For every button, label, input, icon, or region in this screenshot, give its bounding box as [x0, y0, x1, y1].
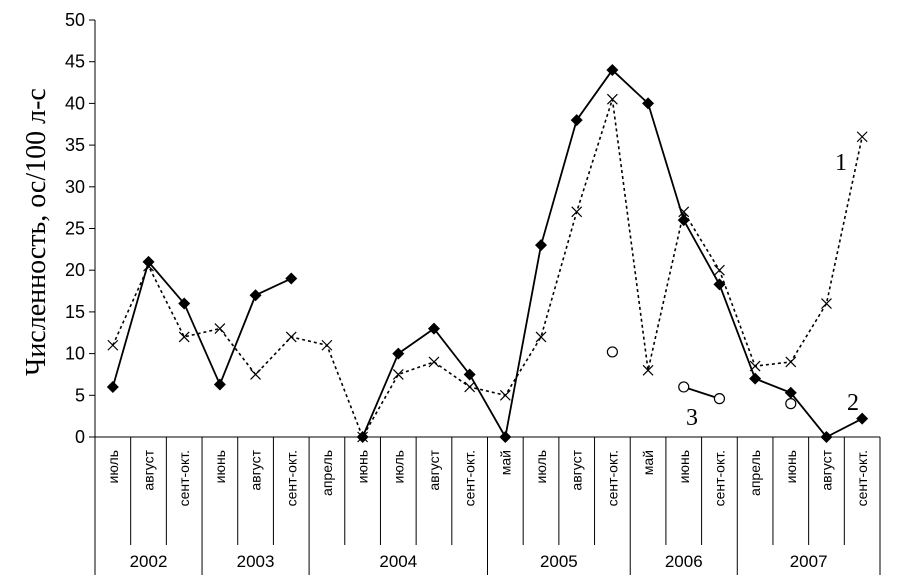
y-axis-label: Численность, ос/100 л-с: [21, 88, 52, 376]
data-point: [428, 356, 440, 368]
data-point: [250, 369, 261, 380]
x-tick-label: апрель: [747, 450, 763, 496]
y-tick-label: 20: [65, 260, 85, 280]
x-tick-label: июнь: [783, 450, 799, 483]
data-point: [571, 206, 583, 218]
data-point: [606, 346, 618, 358]
year-label: 2004: [379, 552, 417, 571]
x-tick-label: июль: [533, 450, 549, 483]
series-line: [111, 260, 292, 388]
x-tick-label: сент-окт.: [854, 450, 870, 506]
x-tick-label: июнь: [355, 450, 371, 483]
data-point: [463, 368, 476, 381]
x-tick-label: июль: [105, 450, 121, 483]
year-label: 2006: [665, 552, 703, 571]
data-point: [714, 264, 725, 276]
x-tick-label: сент-окт.: [462, 450, 478, 506]
data-point: [214, 323, 226, 335]
x-tick-label: апрель: [319, 450, 335, 496]
data-point: [464, 381, 476, 393]
data-point: [713, 278, 726, 291]
annotations: 1 2 3: [686, 150, 859, 431]
y-tick-label: 10: [65, 344, 85, 364]
x-tick-label: сент-окт.: [176, 450, 192, 506]
data-point: [535, 331, 547, 343]
data-point: [142, 255, 155, 268]
data-point: [249, 289, 262, 302]
series-label-3: 3: [686, 405, 698, 431]
data-point: [820, 431, 833, 443]
data-point: [392, 369, 404, 380]
data-point: [606, 64, 619, 77]
series-line: [683, 386, 720, 400]
x-tick-label: август: [818, 449, 834, 490]
y-tick-label: 5: [75, 385, 85, 405]
y-tick-label: 35: [65, 135, 85, 155]
x-tick-label: июль: [390, 450, 406, 483]
data-point: [499, 431, 512, 443]
x-tick-label: август: [248, 449, 264, 490]
y-tick-label: 50: [65, 10, 85, 30]
data-point: [285, 331, 297, 343]
data-point: [392, 347, 405, 360]
y-tick-label: 45: [65, 52, 85, 72]
x-axis: июль август сент-окт. июнь август сент-окт. ап…: [94, 436, 881, 575]
data-point: [178, 297, 191, 310]
y-axis: 0 5 10 15 20 25 30 35 40 45 50: [65, 10, 96, 447]
x-tick-label: август: [141, 449, 157, 490]
data-point: [713, 393, 726, 405]
data-point: [178, 331, 190, 343]
series-line: [361, 68, 863, 440]
x-tick-label: сент-окт.: [604, 450, 620, 506]
year-label: 2003: [237, 552, 275, 571]
data-point: [213, 378, 226, 391]
series-3: [606, 346, 797, 410]
series-1: [107, 93, 868, 443]
y-tick-label: 25: [65, 219, 85, 239]
data-point: [784, 386, 797, 399]
data-point: [821, 298, 832, 309]
x-tick-label: сент-окт.: [711, 450, 727, 506]
data-point: [570, 114, 583, 127]
series-2: [106, 64, 869, 443]
y-tick-label: 15: [65, 302, 85, 322]
x-tick-label: июнь: [676, 450, 692, 483]
series-layer: [106, 64, 869, 443]
x-tick-label: август: [569, 449, 585, 490]
year-label: 2002: [130, 552, 168, 571]
data-point: [107, 339, 119, 351]
data-point: [356, 431, 369, 443]
data-point: [535, 239, 548, 252]
year-label: 2007: [790, 552, 828, 571]
data-point: [321, 339, 333, 351]
data-point: [785, 356, 797, 368]
data-point: [749, 372, 762, 385]
series-line: [112, 98, 863, 439]
data-point: [678, 381, 690, 393]
data-point: [499, 389, 511, 401]
series-label-2: 2: [847, 390, 859, 416]
x-tick-label: июнь: [212, 450, 228, 483]
data-point: [106, 380, 119, 393]
x-tick-label: август: [426, 449, 442, 490]
data-point: [856, 412, 869, 425]
data-point: [677, 214, 690, 227]
data-point: [785, 398, 797, 410]
x-tick-label: май: [497, 450, 513, 475]
data-point: [642, 97, 655, 110]
series-label-1: 1: [835, 150, 847, 176]
data-point: [642, 364, 654, 376]
y-tick-label: 40: [65, 93, 85, 113]
y-tick-label: 0: [75, 427, 85, 447]
data-point: [427, 322, 440, 335]
y-tick-label: 30: [65, 177, 85, 197]
data-point: [606, 93, 618, 105]
data-point: [856, 131, 868, 143]
x-tick-label: сент-окт.: [283, 450, 299, 506]
year-label: 2005: [540, 552, 578, 571]
x-tick-label: май: [640, 450, 656, 475]
data-point: [285, 272, 298, 285]
